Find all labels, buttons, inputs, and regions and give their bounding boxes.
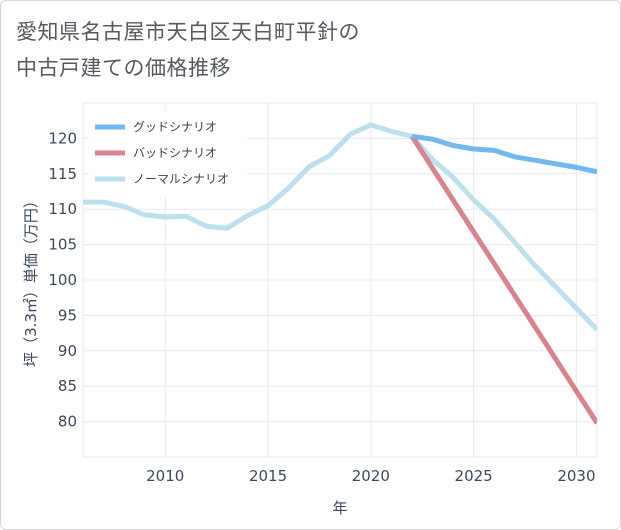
y-tick-label: 105 xyxy=(48,236,77,254)
chart-title: 愛知県名古屋市天白区天白町平針の 中古戸建ての価格推移 xyxy=(16,14,576,86)
chart-title-line-1: 愛知県名古屋市天白区天白町平針の xyxy=(16,20,360,44)
x-axis-title: 年 xyxy=(332,499,347,517)
series-line-good xyxy=(411,133,597,175)
series-line-bad xyxy=(409,134,597,425)
legend-label: グッドシナリオ xyxy=(133,120,217,134)
x-tick-label: 2030 xyxy=(557,467,595,485)
y-tick-label: 85 xyxy=(58,377,77,395)
legend-label: ノーマルシナリオ xyxy=(133,172,229,186)
y-axis-title: 坪（3.3㎡）単価（万円） xyxy=(22,193,40,367)
chart-title-line-2: 中古戸建ての価格推移 xyxy=(16,56,231,80)
y-tick-label: 90 xyxy=(58,342,77,360)
x-tick-label: 2010 xyxy=(146,467,184,485)
x-tick-label: 2025 xyxy=(455,467,493,485)
y-tick-label: 100 xyxy=(48,271,77,289)
y-tick-label: 120 xyxy=(48,129,77,147)
legend-label: バッドシナリオ xyxy=(133,146,217,160)
y-tick-label: 80 xyxy=(58,413,77,431)
y-tick-label: 110 xyxy=(48,200,77,218)
y-tick-label: 115 xyxy=(48,165,77,183)
y-tick-label: 95 xyxy=(58,306,77,324)
x-tick-label: 2020 xyxy=(352,467,390,485)
series-line-normal xyxy=(83,122,597,332)
x-tick-label: 2015 xyxy=(249,467,287,485)
